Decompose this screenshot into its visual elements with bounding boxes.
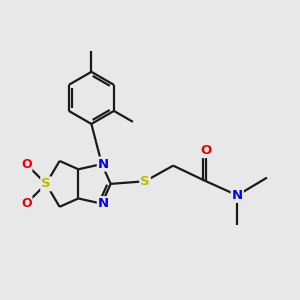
Text: N: N — [232, 189, 243, 202]
Text: N: N — [98, 197, 109, 210]
Text: O: O — [21, 158, 32, 171]
Text: S: S — [41, 177, 51, 190]
Text: N: N — [98, 158, 109, 171]
Text: S: S — [140, 175, 150, 188]
Text: O: O — [200, 144, 211, 157]
Text: O: O — [21, 197, 32, 210]
